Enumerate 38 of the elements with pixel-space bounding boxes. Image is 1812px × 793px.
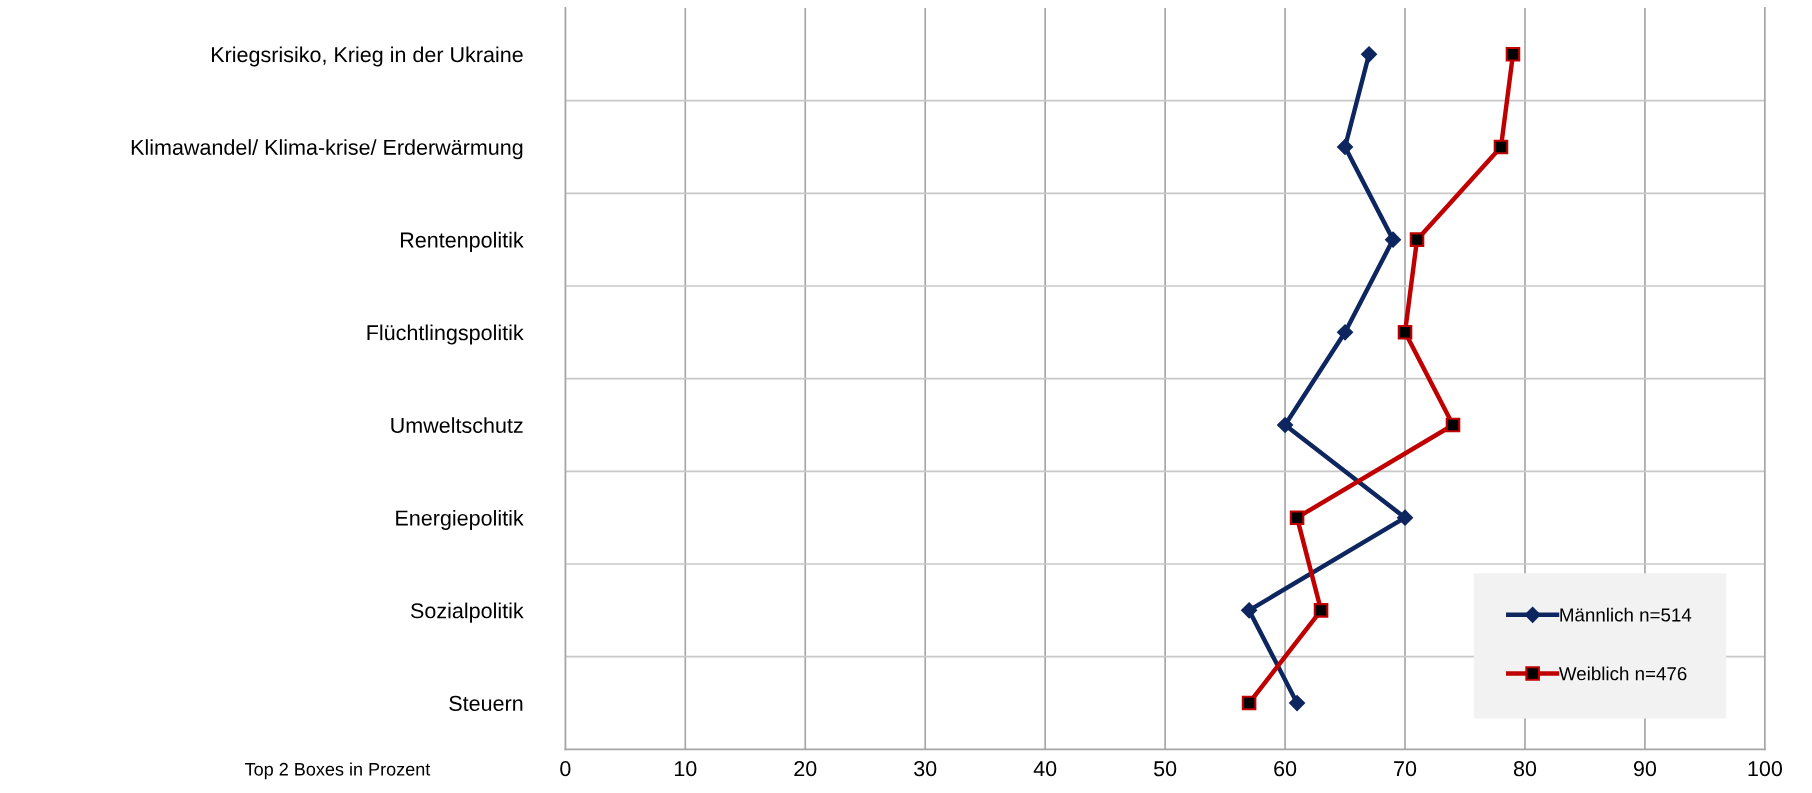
x-axis-title: Top 2 Boxes in Prozent bbox=[245, 762, 431, 780]
point bbox=[1505, 46, 1521, 62]
point bbox=[1361, 46, 1377, 63]
x-tick-label: 40 bbox=[1033, 761, 1057, 777]
y-tick-label: Umweltschutz bbox=[391, 417, 523, 434]
x-tick-label: 80 bbox=[1513, 761, 1537, 777]
y-tick-label: Klimawandel/ Klima-krise/ Erderwärmung bbox=[131, 139, 523, 160]
point bbox=[1385, 231, 1401, 248]
x-tick-label: 10 bbox=[674, 761, 697, 777]
point bbox=[1289, 695, 1305, 711]
point bbox=[1337, 324, 1353, 341]
legend-label: Weiblich n=476 bbox=[1558, 666, 1687, 681]
point bbox=[1277, 417, 1293, 433]
point bbox=[1289, 510, 1305, 525]
y-tick-label: Rentenpolitik bbox=[400, 231, 524, 252]
x-tick-label: 30 bbox=[914, 761, 937, 777]
point bbox=[1337, 139, 1353, 155]
x-tick-label: 60 bbox=[1274, 761, 1297, 777]
point bbox=[1409, 232, 1425, 247]
legend-label: Männlich n=514 bbox=[1560, 607, 1692, 622]
point bbox=[1241, 695, 1257, 711]
y-tick-label: Steuern bbox=[449, 695, 523, 712]
x-tick-label: 0 bbox=[560, 761, 571, 777]
point bbox=[1397, 509, 1413, 526]
x-tick-label: 20 bbox=[794, 761, 817, 777]
y-tick-label: Energiepolitik bbox=[396, 509, 524, 530]
y-tick-label: Kriegsrisiko, Krieg in der Ukraine bbox=[211, 46, 523, 67]
point bbox=[1241, 602, 1257, 619]
x-tick-label: 50 bbox=[1154, 761, 1177, 777]
point bbox=[1493, 139, 1509, 155]
x-tick-label: 70 bbox=[1394, 761, 1417, 777]
x-tick-label: 100 bbox=[1748, 761, 1783, 777]
x-tick-label: 90 bbox=[1633, 761, 1657, 777]
point bbox=[1445, 417, 1461, 433]
point bbox=[1313, 603, 1329, 618]
point bbox=[1397, 325, 1413, 340]
y-tick-label: Flüchtlingspolitik bbox=[367, 324, 524, 345]
y-tick-label: Sozialpolitik bbox=[410, 602, 524, 623]
